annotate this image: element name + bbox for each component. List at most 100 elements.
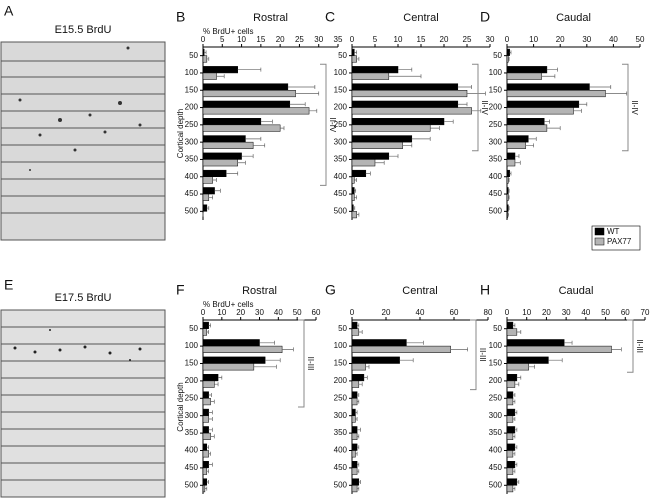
error-bar [206, 469, 209, 474]
y-tick-label: 400 [334, 446, 348, 455]
error-bar [402, 143, 413, 148]
error-bar [289, 102, 306, 107]
panel-letter: D [480, 9, 490, 25]
bar [202, 66, 238, 74]
bar [202, 100, 291, 108]
bar [351, 328, 360, 336]
panel-letter: C [325, 9, 335, 25]
error-bar [282, 347, 294, 352]
chart-title: Central [402, 285, 437, 297]
micrograph [0, 41, 166, 241]
bracket [622, 63, 629, 152]
error-bar [509, 171, 512, 176]
bar [351, 141, 403, 149]
error-bar [512, 323, 516, 328]
error-bar [406, 340, 424, 345]
bar [351, 100, 459, 108]
y-tick-label: 50 [493, 324, 502, 333]
bar [202, 485, 206, 493]
bar [351, 152, 390, 160]
bar [351, 176, 355, 184]
bar [202, 443, 208, 451]
bar [506, 363, 529, 371]
bar [351, 467, 358, 475]
x-tick-label: 10 [237, 35, 246, 44]
bracket [472, 63, 479, 152]
y-tick-label: 100 [185, 341, 199, 350]
bar [506, 339, 565, 347]
error-bar [512, 451, 516, 456]
y-tick-label: 350 [334, 428, 348, 437]
x-tick-label: 0 [505, 35, 510, 44]
error-bar [357, 392, 360, 397]
bar [506, 118, 545, 126]
bar [351, 339, 407, 347]
error-bar [365, 171, 371, 176]
error-bar [358, 479, 361, 484]
error-bar [611, 347, 622, 352]
bar [506, 211, 509, 219]
bar [506, 432, 514, 440]
x-tick-label: 80 [484, 308, 493, 317]
x-tick-label: 0 [201, 35, 206, 44]
y-tick-label: 100 [185, 68, 199, 77]
y-tick-label: 450 [185, 189, 199, 198]
y-tick-label: 50 [493, 51, 502, 60]
bar [202, 141, 254, 149]
error-bar [259, 340, 275, 345]
error-bar [573, 108, 582, 113]
bar [351, 135, 413, 143]
error-bar [388, 154, 399, 159]
bar [506, 356, 549, 364]
error-bar [375, 160, 385, 165]
y-tick-label: 400 [185, 172, 199, 181]
y-tick-label: 250 [334, 120, 348, 129]
bar [202, 107, 310, 115]
error-bar [206, 330, 209, 335]
x-tick-label: 10 [217, 308, 226, 317]
bar [351, 391, 358, 399]
bar [506, 72, 542, 80]
error-bar [253, 143, 266, 148]
error-bar [357, 486, 360, 491]
error-bar [214, 188, 221, 193]
bar [351, 72, 390, 80]
bar [202, 374, 219, 382]
bar [202, 90, 296, 98]
error-bar [512, 469, 516, 474]
y-tick-label: 250 [185, 120, 199, 129]
error-bar [355, 451, 358, 456]
bar [351, 66, 399, 74]
error-bar [357, 323, 360, 328]
bar [506, 169, 510, 177]
bar [506, 55, 509, 63]
error-bar [208, 195, 213, 200]
error-bar [544, 119, 550, 124]
bar [351, 159, 376, 167]
error-bar [514, 427, 518, 432]
bar [202, 152, 242, 160]
error-bar [226, 171, 239, 176]
x-tick-label: 15 [256, 35, 265, 44]
error-bar [204, 50, 207, 55]
error-bar [354, 178, 357, 183]
y-tick-label: 500 [489, 206, 503, 215]
y-tick-label: 450 [489, 463, 503, 472]
bar [506, 478, 518, 486]
x-tick-label: 40 [581, 308, 590, 317]
y-tick-label: 150 [334, 359, 348, 368]
error-bar [210, 434, 215, 439]
error-bar [457, 84, 472, 89]
x-tick-label: 0 [201, 308, 206, 317]
y-tick-label: 300 [185, 411, 199, 420]
x-tick-label: 60 [312, 308, 321, 317]
bar [351, 374, 365, 382]
error-bar [398, 67, 413, 72]
x-tick-label: 35 [334, 35, 343, 44]
y-tick-label: 200 [489, 376, 503, 385]
x-tick-label: 25 [295, 35, 304, 44]
bar [506, 345, 612, 353]
error-bar [356, 212, 360, 217]
x-tick-label: 20 [440, 35, 449, 44]
bar [202, 193, 210, 201]
